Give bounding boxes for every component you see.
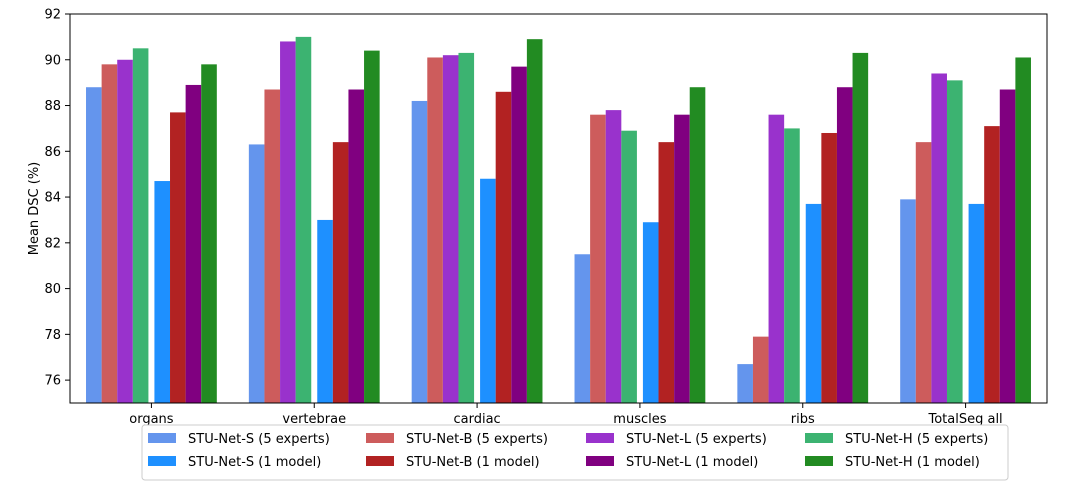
bar-organs-series-4 — [154, 181, 171, 403]
bar-muscles-series-6 — [674, 114, 690, 404]
y-tick-label: 86 — [44, 145, 61, 160]
bar-totalseg-all-series-0 — [900, 199, 916, 403]
legend-swatch — [366, 433, 394, 443]
y-tick-label: 80 — [44, 282, 61, 297]
bar-organs-series-3 — [132, 48, 149, 403]
legend-item: STU-Net-B (1 model) — [366, 455, 540, 470]
legend-item: STU-Net-S (5 experts) — [148, 432, 330, 447]
legend-swatch — [805, 456, 833, 466]
bar-ribs-series-2 — [768, 114, 785, 404]
legend-swatch — [148, 433, 176, 443]
bar-cardiac-series-6 — [511, 66, 527, 403]
legend-label: STU-Net-B (1 model) — [406, 455, 540, 470]
bar-vertebrae-series-0 — [248, 144, 265, 403]
legend-item: STU-Net-H (5 experts) — [805, 432, 988, 447]
bar-ribs-series-0 — [737, 364, 753, 403]
bar-ribs-series-1 — [752, 336, 769, 403]
bar-organs-series-7 — [201, 64, 217, 403]
bar-muscles-series-5 — [658, 142, 675, 403]
bar-cardiac-series-7 — [526, 39, 543, 404]
y-tick-label: 84 — [44, 191, 61, 206]
bar-vertebrae-series-4 — [317, 219, 333, 403]
bar-ribs-series-4 — [805, 203, 822, 403]
bar-cardiac-series-0 — [411, 100, 428, 403]
bar-cardiac-series-4 — [480, 178, 496, 403]
bar-cardiac-series-5 — [495, 91, 512, 404]
legend-label: STU-Net-B (5 experts) — [406, 432, 548, 447]
bar-cardiac-series-3 — [458, 52, 475, 404]
bar-organs-series-1 — [101, 64, 118, 403]
bar-ribs-series-3 — [784, 128, 800, 403]
bar-cardiac-series-2 — [442, 55, 459, 403]
bar-muscles-series-3 — [621, 130, 637, 403]
legend-swatch — [586, 456, 614, 466]
bar-ribs-series-6 — [836, 87, 853, 403]
bar-organs-series-5 — [170, 112, 186, 403]
bar-vertebrae-series-3 — [295, 36, 312, 403]
bar-ribs-series-7 — [852, 52, 869, 404]
legend-swatch — [805, 433, 833, 443]
x-tick-label: muscles — [613, 412, 666, 427]
x-tick-label: vertebrae — [282, 412, 346, 427]
legend-swatch — [586, 433, 614, 443]
bar-muscles-series-1 — [590, 114, 606, 404]
x-tick-label: ribs — [791, 412, 815, 427]
legend-item: STU-Net-L (1 model) — [586, 455, 758, 470]
legend-label: STU-Net-S (1 model) — [188, 455, 321, 470]
bar-totalseg-all-series-1 — [915, 142, 932, 403]
x-tick-label: organs — [129, 412, 174, 427]
bar-totalseg-all-series-4 — [968, 203, 985, 403]
bar-muscles-series-0 — [574, 254, 591, 403]
legend-label: STU-Net-S (5 experts) — [188, 432, 330, 447]
x-axis: organs vertebrae cardiac muscles ribs TotalSe… — [129, 403, 1003, 427]
legend-item: STU-Net-H (1 model) — [805, 455, 980, 470]
y-axis: 76 78 80 82 84 86 88 90 92 — [44, 8, 70, 389]
bar-organs-series-0 — [86, 87, 102, 403]
bar-totalseg-all-series-7 — [1015, 57, 1031, 403]
bar-muscles-series-4 — [642, 222, 659, 403]
bar-muscles-series-7 — [689, 87, 706, 403]
plot-frame — [69, 13, 1048, 404]
legend-label: STU-Net-H (5 experts) — [845, 432, 988, 447]
bar-muscles-series-2 — [605, 110, 622, 404]
bar-vertebrae-series-5 — [332, 142, 349, 403]
bar-totalseg-all-series-5 — [984, 126, 1000, 404]
y-tick-label: 78 — [44, 328, 61, 343]
legend-swatch — [366, 456, 394, 466]
bar-vertebrae-series-7 — [364, 50, 380, 404]
legend-item: STU-Net-B (5 experts) — [366, 432, 548, 447]
bar-totalseg-all-series-3 — [946, 80, 963, 404]
bar-totalseg-all-series-2 — [931, 73, 947, 404]
y-tick-label: 90 — [44, 53, 61, 68]
legend-box — [141, 424, 1009, 481]
bar-totalseg-all-series-6 — [999, 89, 1016, 403]
legend-label: STU-Net-L (1 model) — [626, 455, 758, 470]
bar-cardiac-series-1 — [427, 57, 443, 403]
bar-vertebrae-series-2 — [280, 41, 296, 404]
x-tick-label: cardiac — [453, 412, 500, 427]
x-tick-label: TotalSeg all — [927, 412, 1002, 427]
bar-organs-series-6 — [185, 84, 202, 403]
y-tick-label: 88 — [44, 99, 61, 114]
bar-ribs-series-5 — [821, 132, 837, 404]
legend-item: STU-Net-L (5 experts) — [586, 432, 767, 447]
legend-label: STU-Net-L (5 experts) — [626, 432, 767, 447]
y-tick-label: 82 — [44, 236, 61, 251]
legend-label: STU-Net-H (1 model) — [845, 455, 980, 470]
bar-vertebrae-series-6 — [348, 89, 365, 403]
y-tick-label: 92 — [44, 8, 61, 23]
bar-vertebrae-series-1 — [264, 89, 281, 403]
y-tick-label: 76 — [44, 374, 61, 389]
legend-swatch — [148, 456, 176, 466]
bars-layer — [86, 36, 1031, 404]
legend: STU-Net-S (5 experts) STU-Net-S (1 model)… — [141, 424, 1009, 481]
bar-organs-series-2 — [117, 59, 133, 403]
y-axis-label: Mean DSC (%) — [27, 162, 42, 256]
legend-item: STU-Net-S (1 model) — [148, 455, 321, 470]
